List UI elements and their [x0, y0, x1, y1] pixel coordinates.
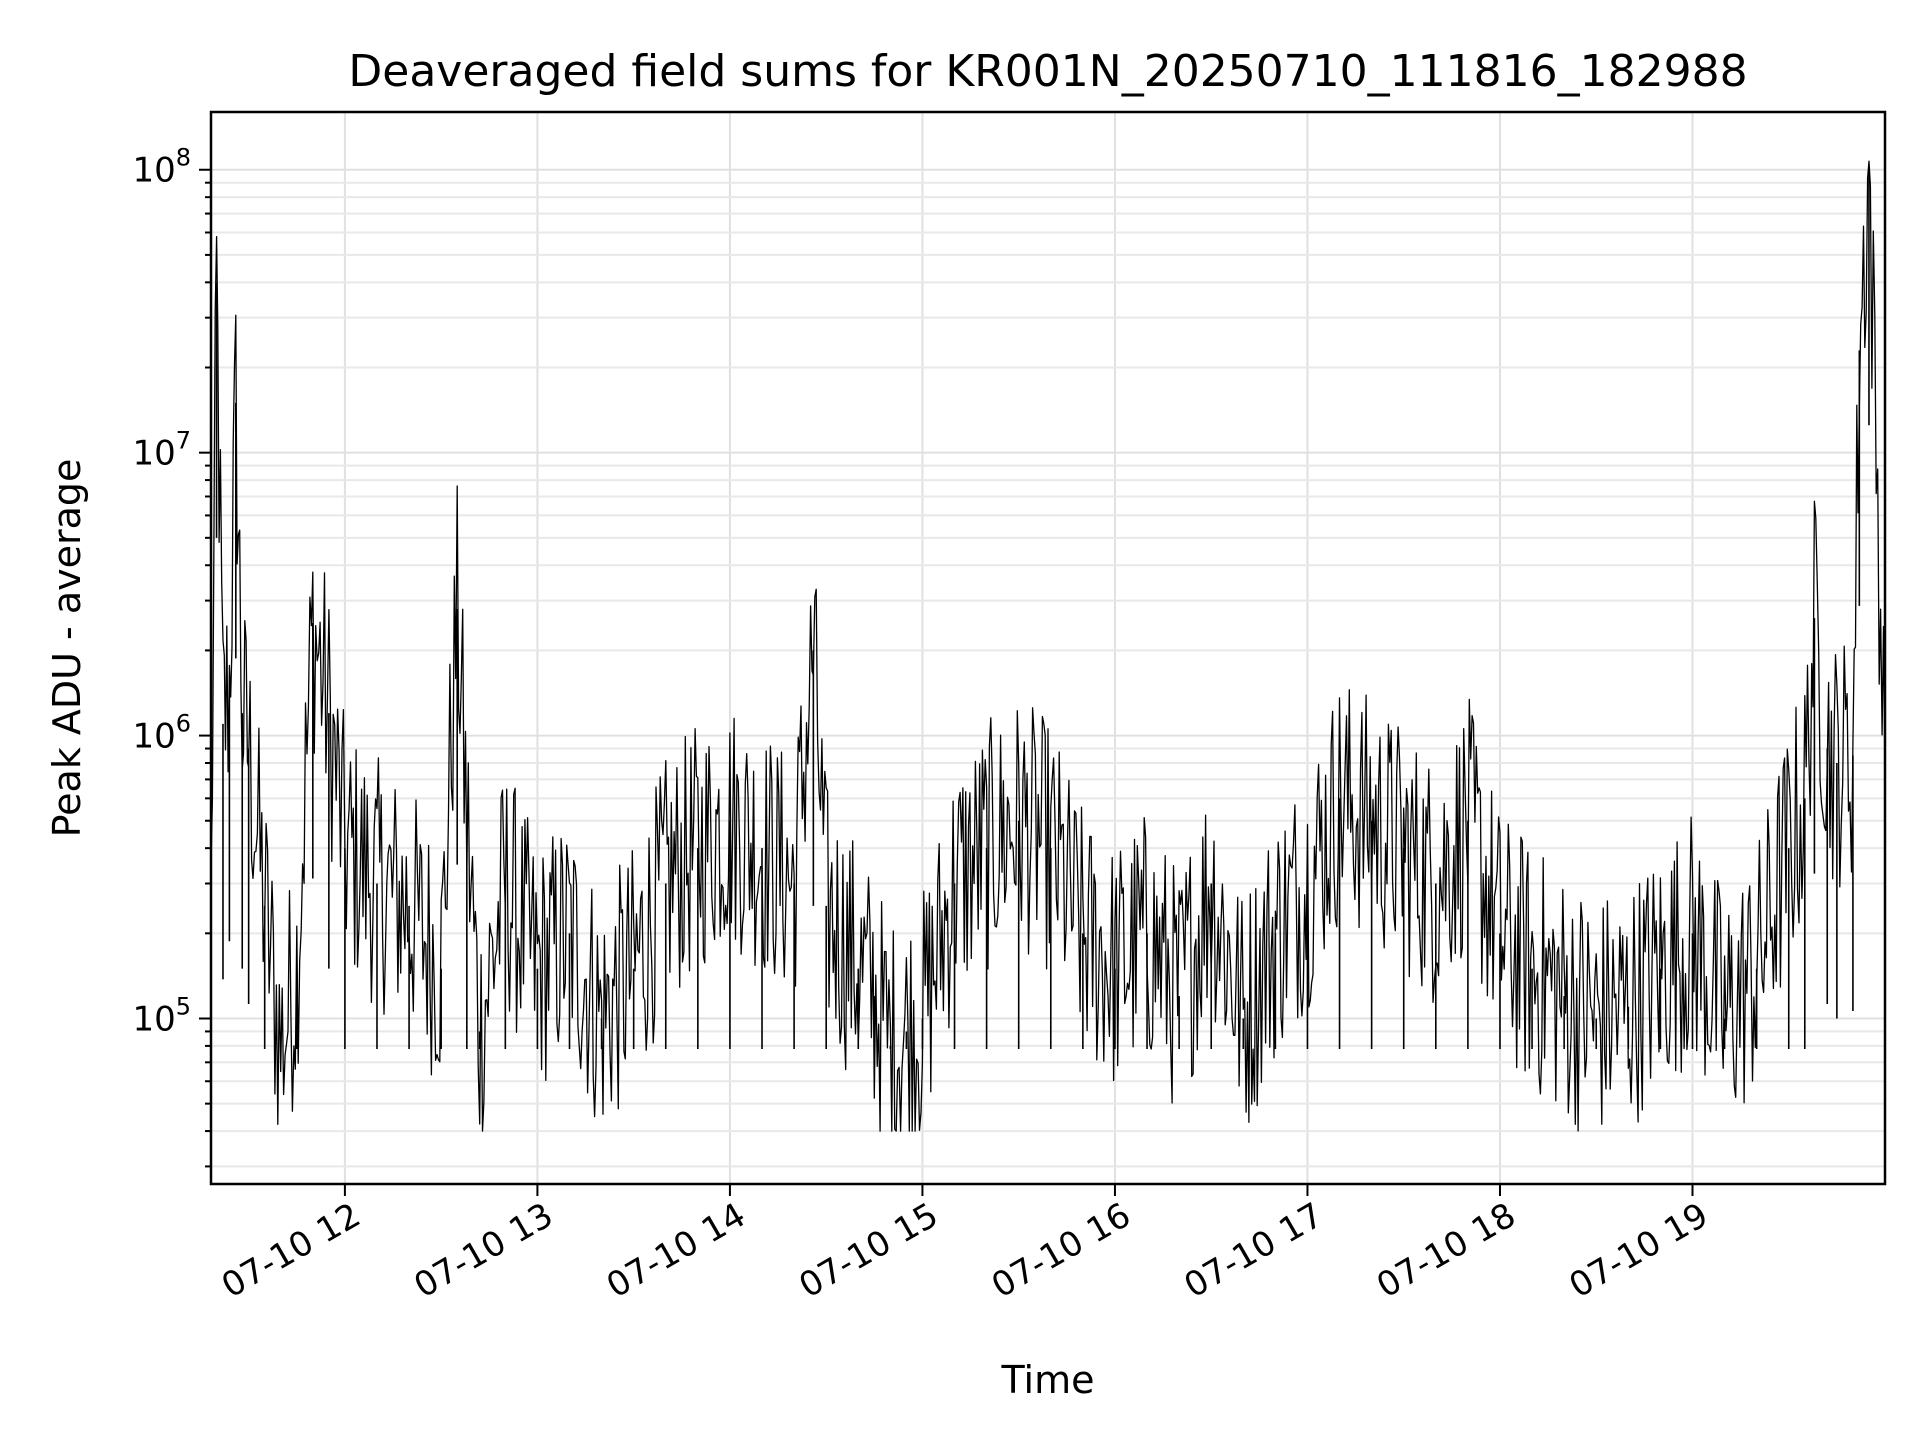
chart-title: Deaveraged field sums for KR001N_2025071…: [348, 46, 1747, 97]
y-tick-label: 105: [132, 992, 191, 1039]
y-axis: 105 106 107 108: [132, 144, 211, 1168]
x-axis-label: Time: [1001, 1358, 1095, 1402]
y-tick-label: 107: [132, 427, 191, 474]
y-tick-label: 108: [132, 144, 191, 191]
y-axis-label: Peak ADU - average: [45, 459, 89, 838]
y-tick-label: 106: [132, 710, 191, 757]
plot-frame: [209, 110, 1887, 1186]
